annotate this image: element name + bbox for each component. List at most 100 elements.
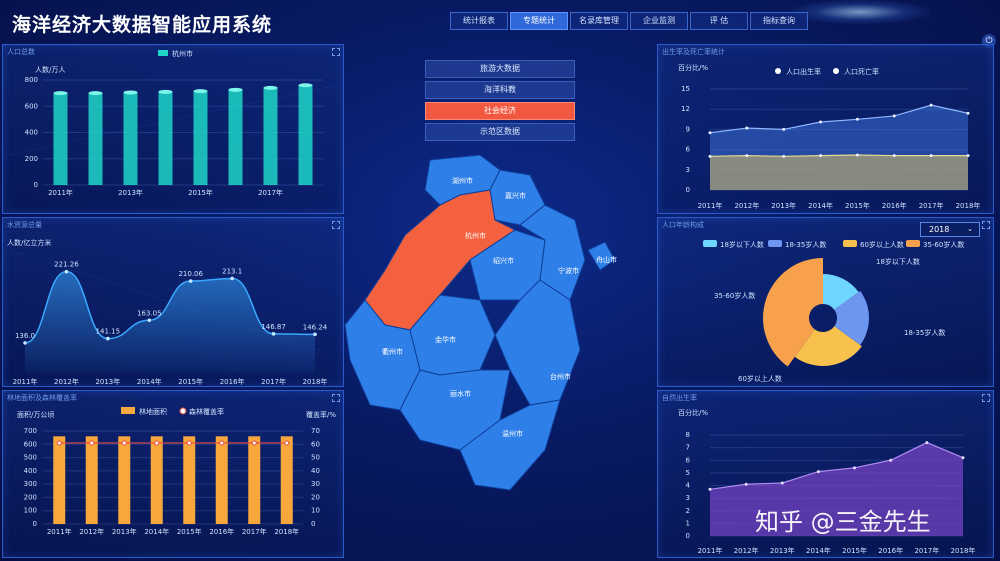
- data-point: [188, 279, 193, 283]
- expand-icon[interactable]: [332, 48, 340, 56]
- data-point: [966, 154, 970, 158]
- data-point: [271, 332, 276, 336]
- x-tick-label: 2016年: [878, 546, 903, 555]
- map-label-jiaxing: 嘉兴市: [505, 191, 526, 200]
- y-axis-label: 百分比/%: [678, 63, 708, 72]
- x-tick-label: 2017年: [242, 527, 267, 536]
- map-label-huzhou: 湖州市: [452, 176, 473, 185]
- bar-cap: [193, 89, 208, 94]
- y-tick-label: 4: [686, 482, 691, 490]
- data-point: [892, 114, 896, 118]
- expand-icon[interactable]: [332, 221, 340, 229]
- y2-tick-label: 30: [311, 480, 320, 488]
- x-tick-label: 2015年: [845, 201, 870, 210]
- nav-stat-report[interactable]: 统计报表: [450, 12, 508, 30]
- x-tick-label: 2011年: [698, 201, 723, 210]
- data-point: [251, 440, 257, 446]
- legend-marker: [179, 407, 187, 415]
- y-tick-label: 1: [686, 519, 690, 527]
- bar: [118, 436, 131, 524]
- map-label-shaoxing: 绍兴市: [493, 256, 514, 265]
- y-tick-label: 12: [681, 105, 690, 113]
- bar-cap: [158, 89, 173, 94]
- legend-label: 森林覆盖率: [189, 407, 224, 416]
- submenu-social-economy[interactable]: 社会经济: [425, 102, 575, 120]
- panel-title: 出生率及死亡率统计: [662, 48, 725, 56]
- data-point: [64, 269, 69, 274]
- expand-icon[interactable]: [982, 394, 990, 402]
- map-region-zhoushan[interactable]: [587, 241, 616, 271]
- submenu-ocean-edu[interactable]: 海洋科教: [425, 81, 575, 99]
- year-select[interactable]: 2018 ⌄: [920, 222, 980, 237]
- map-region-taizhou[interactable]: [494, 279, 581, 406]
- y-axis-label: 人数/万人: [35, 65, 65, 74]
- x-tick-label: 2011年: [698, 546, 723, 555]
- legend-label: 杭州市: [172, 49, 193, 58]
- y-tick-label: 500: [24, 454, 37, 462]
- y2-tick-label: 60: [311, 440, 320, 448]
- y-tick-label: 600: [24, 440, 37, 448]
- panel-birth-death: 出生率及死亡率统计 百分比/% 人口出生率 人口死亡率 0 3 6 9 12 15 2011年 20…: [657, 44, 994, 214]
- x-tick-label: 2017年: [261, 377, 286, 386]
- nav-evaluation[interactable]: 评 估: [690, 12, 748, 30]
- x-tick-label: 2013年: [118, 188, 143, 197]
- data-point: [855, 117, 859, 121]
- submenu-demo-area[interactable]: 示范区数据: [425, 123, 575, 141]
- x-tick-label: 2011年: [47, 527, 72, 536]
- map-label-ningbo: 宁波市: [558, 266, 579, 275]
- legend-marker: [775, 68, 781, 74]
- nav-indicator-query[interactable]: 指标查询: [750, 12, 808, 30]
- legend-swatch: [906, 240, 920, 247]
- nav-enterprise-monitor[interactable]: 企业监测: [630, 12, 688, 30]
- y-tick-label: 6: [686, 456, 691, 464]
- x-tick-label: 2013年: [771, 201, 796, 210]
- y-tick-label: 3: [686, 166, 690, 174]
- panel-forest: 林地面积及森林覆盖率 面积/万公顷 覆盖率/% 林地面积 森林覆盖率 0 100 200 30…: [2, 390, 344, 558]
- bar-cap: [263, 85, 278, 90]
- map-label-quzhou: 衢州市: [382, 347, 403, 356]
- nav-topic-stat[interactable]: 专题统计: [510, 12, 568, 30]
- x-tick-label: 2018年: [951, 546, 976, 555]
- water-chart: 人数/亿立方米 136.0 2011年 221.26 2012年 141.15 2013年 1…: [7, 238, 328, 386]
- legend-label: 人口出生率: [786, 67, 821, 76]
- pie-slice: [834, 290, 869, 346]
- bar-cap: [298, 83, 313, 88]
- submenu-tourism[interactable]: 旅游大数据: [425, 60, 575, 78]
- x-tick-label: 2015年: [188, 188, 213, 197]
- bar-cap: [228, 87, 243, 92]
- y-tick-label: 6: [686, 146, 691, 154]
- expand-icon[interactable]: [982, 221, 990, 229]
- data-point: [708, 154, 712, 158]
- x-tick-label: 2011年: [48, 188, 73, 197]
- data-point: [56, 440, 62, 446]
- legend-label: 18岁以下人数: [720, 240, 764, 249]
- data-point: [819, 154, 823, 158]
- bar: [248, 436, 261, 524]
- bar: [53, 436, 66, 524]
- population-chart: 人数/万人 杭州市 0 200 400 600 800 2011年 2013年 2015年 2017…: [25, 49, 323, 197]
- bar: [53, 93, 68, 185]
- pie-slice: [763, 258, 823, 367]
- data-label: 221.26: [54, 261, 79, 269]
- nav-directory-mgmt[interactable]: 名录库管理: [570, 12, 628, 30]
- legend-swatch: [768, 240, 782, 247]
- x-tick-label: 2015年: [842, 546, 867, 555]
- panel-title: 林地面积及森林覆盖率: [7, 394, 77, 402]
- pie-slice: [794, 326, 862, 366]
- x-tick-label: 2013年: [95, 377, 120, 386]
- slice-label: 60岁以上人数: [738, 374, 782, 383]
- map-label-zhoushan: 舟山市: [596, 255, 617, 264]
- slice-label: 18-35岁人数: [904, 328, 945, 337]
- map-region-lishui[interactable]: [399, 369, 511, 451]
- data-point: [23, 341, 27, 345]
- bar: [228, 89, 243, 185]
- map-label-hangzhou: 杭州市: [465, 231, 486, 240]
- map-region-wenzhou[interactable]: [459, 399, 561, 491]
- y2-tick-label: 70: [311, 427, 320, 435]
- map-region-ningbo[interactable]: [519, 204, 586, 301]
- data-point: [745, 126, 749, 130]
- top-nav: 统计报表 专题统计 名录库管理 企业监测 评 估 指标查询: [450, 12, 810, 30]
- data-point: [186, 440, 192, 446]
- series-line: [709, 154, 968, 157]
- expand-icon[interactable]: [332, 394, 340, 402]
